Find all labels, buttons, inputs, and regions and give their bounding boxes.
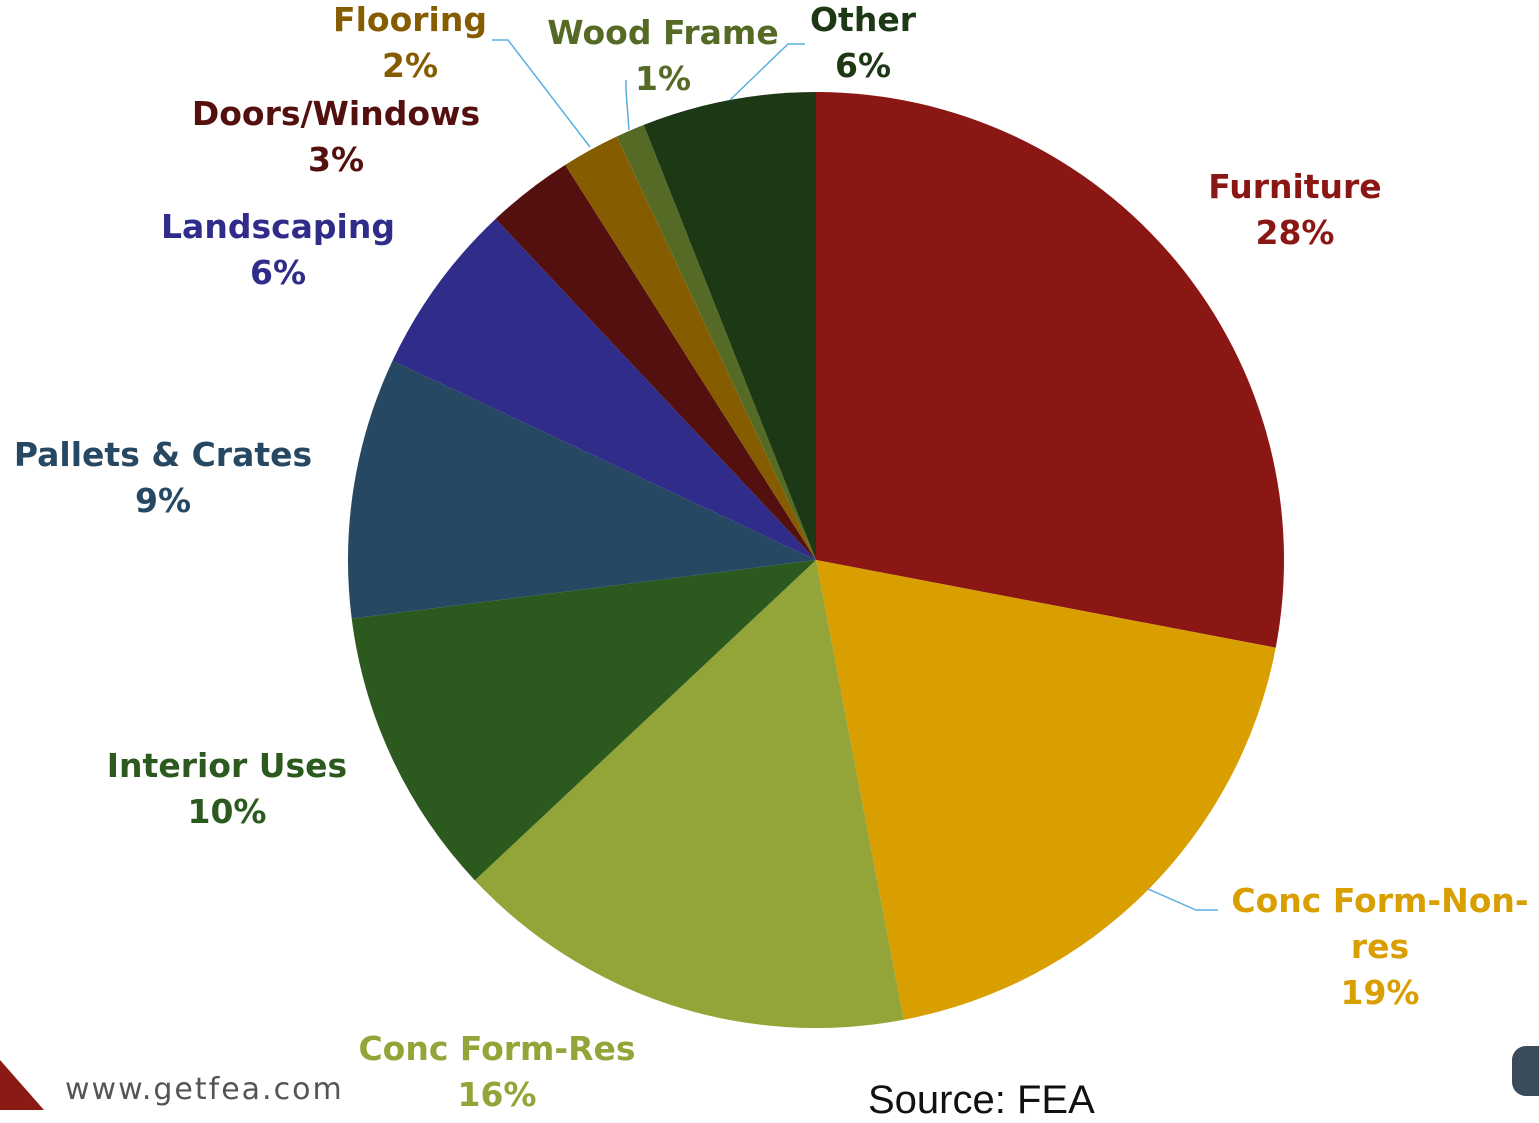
pie-slice-furniture xyxy=(816,92,1284,648)
website-url: www.getfea.com xyxy=(65,1072,344,1107)
pie-slice-conc-form-res xyxy=(474,560,904,1028)
pie-slice-other xyxy=(643,92,816,560)
slice-percent: 16% xyxy=(458,1075,537,1110)
pie-slice-wood-frame xyxy=(616,124,816,561)
slice-label: Landscaping 6% xyxy=(161,207,395,292)
slice-labels: Furniture 28%Conc Form-Non-res 19%Conc For… xyxy=(14,0,1529,1110)
slice-name: res xyxy=(1351,927,1409,966)
slice-percent: 19% xyxy=(1341,973,1420,1012)
pie-slice-doors-windows xyxy=(495,164,816,560)
leader-lines xyxy=(492,39,1218,911)
pie-slice-interior-uses xyxy=(351,560,816,881)
slice-label: Interior Uses 10% xyxy=(107,746,347,831)
source-note: Source: FEA xyxy=(868,1078,1095,1122)
slice-label: Other 6% xyxy=(810,0,917,85)
slice-percent: 9% xyxy=(135,481,191,520)
pie-slices xyxy=(348,92,1284,1028)
badge-icon xyxy=(1512,1046,1539,1096)
logo-icon xyxy=(0,1060,44,1110)
slice-label: Furniture 28% xyxy=(1208,167,1381,252)
leader-line xyxy=(729,43,805,101)
slice-name: Furniture xyxy=(1208,167,1381,206)
slice-name: Pallets & Crates xyxy=(14,435,312,474)
slice-percent: 3% xyxy=(308,140,364,179)
slice-label: Flooring 2% xyxy=(333,0,487,85)
leader-line xyxy=(625,80,630,131)
slice-name: Landscaping xyxy=(161,207,395,246)
pie-slice-landscaping xyxy=(392,218,816,560)
pie-slice-pallets-crates xyxy=(348,360,816,619)
pie-slice-conc-form-non-res xyxy=(816,560,1276,1020)
slice-percent: 1% xyxy=(635,59,691,98)
slice-percent: 6% xyxy=(250,253,306,292)
slice-percent: 28% xyxy=(1256,213,1335,252)
slice-label: Conc Form-Res 16% xyxy=(358,1029,635,1110)
slice-name: Conc Form-Res xyxy=(358,1029,635,1068)
leader-line xyxy=(1147,888,1218,911)
slice-name: Wood Frame xyxy=(547,13,778,52)
slice-label: Wood Frame 1% xyxy=(547,13,778,98)
slice-name: Other xyxy=(810,0,917,39)
slice-name: Doors/Windows xyxy=(192,94,480,133)
slice-percent: 6% xyxy=(835,46,891,85)
slice-percent: 10% xyxy=(188,792,267,831)
leader-line xyxy=(492,39,591,148)
slice-label: Doors/Windows 3% xyxy=(192,94,480,179)
slice-name: Interior Uses xyxy=(107,746,347,785)
pie-slice-flooring xyxy=(565,136,816,560)
slice-label: Pallets & Crates 9% xyxy=(14,435,312,520)
slice-name: Conc Form-Non- xyxy=(1231,881,1528,920)
slice-name: Flooring xyxy=(333,0,487,39)
slice-percent: 2% xyxy=(382,46,438,85)
slice-label: Conc Form-Non-res 19% xyxy=(1231,881,1528,1012)
